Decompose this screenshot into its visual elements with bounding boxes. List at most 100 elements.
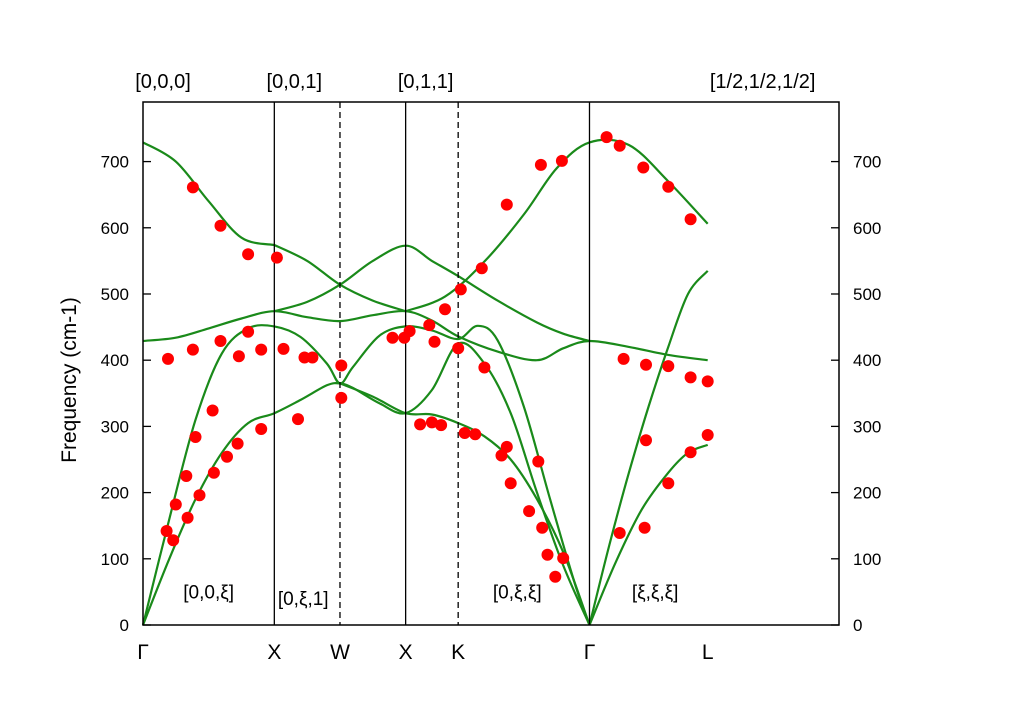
calc-curve-5 bbox=[142, 309, 708, 362]
exp-point-49 bbox=[555, 154, 568, 167]
exp-point-3 bbox=[214, 335, 227, 347]
exp-point-53 bbox=[662, 180, 675, 193]
exp-point-23 bbox=[207, 466, 220, 479]
exp-point-10 bbox=[335, 359, 348, 372]
exp-point-55 bbox=[523, 505, 536, 518]
exp-point-21 bbox=[193, 489, 206, 502]
exp-point-63 bbox=[662, 360, 675, 373]
y-axis-ticks: 0 0 100 100 200 200 300 300 400 400 500 500 600 600 70… bbox=[101, 153, 882, 635]
symmetry-label-6: Γ bbox=[584, 641, 596, 664]
symmetry-label-3: W bbox=[330, 641, 350, 664]
exp-point-60 bbox=[532, 455, 545, 468]
exp-point-57 bbox=[541, 548, 554, 561]
exp-point-59 bbox=[557, 552, 570, 565]
exp-point-70 bbox=[684, 446, 697, 459]
exp-point-11 bbox=[186, 181, 199, 194]
symmetry-label-1: Γ bbox=[137, 641, 149, 664]
chart-labels: Γ X W X K Γ L [0,0,0] [0,0,1] [0,1,1] [1/2,1/2,1/2… bbox=[135, 71, 815, 664]
y-tick-label-right-700: 700 bbox=[853, 153, 881, 172]
exp-point-1 bbox=[162, 352, 174, 365]
exp-point-34 bbox=[439, 303, 451, 316]
exp-point-50 bbox=[600, 131, 613, 144]
exp-point-26 bbox=[255, 423, 268, 435]
exp-point-7 bbox=[277, 342, 290, 355]
exp-point-48 bbox=[534, 158, 547, 171]
exp-point-61 bbox=[617, 352, 630, 365]
exp-point-14 bbox=[270, 251, 283, 264]
exp-point-37 bbox=[475, 262, 488, 275]
calc-curve-4 bbox=[274, 244, 590, 343]
y-tick-label-right-0: 0 bbox=[853, 616, 862, 635]
symmetry-label-5: K bbox=[451, 641, 465, 664]
segment-label-4: [ξ,ξ,ξ] bbox=[632, 583, 679, 604]
exp-point-9 bbox=[306, 351, 319, 364]
exp-point-44 bbox=[495, 449, 508, 462]
exp-point-35 bbox=[452, 342, 465, 355]
exp-point-58 bbox=[549, 570, 562, 583]
exp-point-13 bbox=[242, 248, 255, 261]
y-tick-label-right-300: 300 bbox=[853, 417, 881, 436]
exp-point-65 bbox=[701, 375, 714, 388]
exp-point-33 bbox=[428, 335, 441, 348]
y-tick-label-left-0: 0 bbox=[120, 616, 129, 635]
exp-point-69 bbox=[662, 477, 675, 490]
exp-point-4 bbox=[232, 350, 245, 363]
plot-frame bbox=[142, 101, 840, 626]
exp-point-52 bbox=[637, 161, 650, 174]
y-tick-label-right-600: 600 bbox=[853, 219, 881, 238]
exp-point-68 bbox=[640, 434, 652, 447]
exp-point-45 bbox=[500, 440, 513, 453]
y-tick-label-right-100: 100 bbox=[853, 550, 881, 569]
segment-label-2: [0,ξ,1] bbox=[278, 589, 329, 610]
y-tick-label-left-200: 200 bbox=[101, 484, 129, 503]
calc-curve-1 bbox=[142, 141, 275, 247]
experimental-points bbox=[160, 131, 714, 583]
exp-point-27 bbox=[292, 413, 304, 426]
exp-point-20 bbox=[189, 431, 202, 443]
top-label-2: [0,0,1] bbox=[267, 71, 323, 93]
exp-point-28 bbox=[335, 391, 348, 404]
top-label-3: [0,1,1] bbox=[398, 71, 454, 93]
y-axis-label: Frequency (cm-1) bbox=[58, 297, 81, 463]
symmetry-label-7: L bbox=[702, 641, 714, 664]
y-tick-label-left-300: 300 bbox=[101, 417, 129, 436]
exp-point-66 bbox=[613, 527, 626, 539]
symmetry-label-2: X bbox=[267, 641, 281, 664]
exp-point-62 bbox=[640, 358, 652, 371]
exp-point-64 bbox=[684, 371, 697, 384]
calculated-dispersion-curves bbox=[141, 138, 709, 626]
exp-point-56 bbox=[536, 521, 549, 534]
y-tick-label-left-400: 400 bbox=[101, 351, 129, 370]
exp-point-38 bbox=[478, 361, 491, 374]
exp-point-19 bbox=[181, 511, 194, 524]
exp-point-5 bbox=[242, 325, 255, 338]
top-label-4: [1/2,1/2,1/2] bbox=[710, 71, 816, 93]
exp-point-54 bbox=[684, 213, 697, 226]
exp-point-15 bbox=[160, 525, 173, 537]
exp-point-17 bbox=[169, 498, 182, 511]
exp-point-39 bbox=[414, 418, 427, 431]
exp-point-12 bbox=[214, 219, 227, 232]
exp-point-40 bbox=[425, 416, 438, 429]
exp-point-43 bbox=[469, 428, 482, 441]
exp-point-25 bbox=[231, 437, 244, 450]
exp-point-42 bbox=[458, 427, 471, 439]
y-tick-label-left-500: 500 bbox=[101, 285, 129, 304]
calc-curve-9 bbox=[588, 270, 709, 626]
top-label-1: [0,0,0] bbox=[135, 71, 191, 93]
exp-point-36 bbox=[454, 283, 467, 296]
y-tick-label-left-600: 600 bbox=[101, 219, 129, 238]
symmetry-label-4: X bbox=[399, 641, 413, 664]
calc-curve-6 bbox=[141, 324, 591, 626]
y-tick-label-left-700: 700 bbox=[101, 153, 129, 172]
y-tick-label-right-400: 400 bbox=[853, 351, 881, 370]
exp-point-46 bbox=[504, 477, 517, 490]
y-tick-label-right-500: 500 bbox=[853, 285, 881, 304]
exp-point-24 bbox=[221, 450, 233, 463]
exp-point-29 bbox=[386, 331, 399, 344]
calc-curve-3 bbox=[405, 138, 709, 313]
y-tick-label-left-100: 100 bbox=[101, 550, 129, 569]
exp-point-71 bbox=[701, 429, 714, 441]
y-tick-label-right-200: 200 bbox=[853, 484, 881, 503]
